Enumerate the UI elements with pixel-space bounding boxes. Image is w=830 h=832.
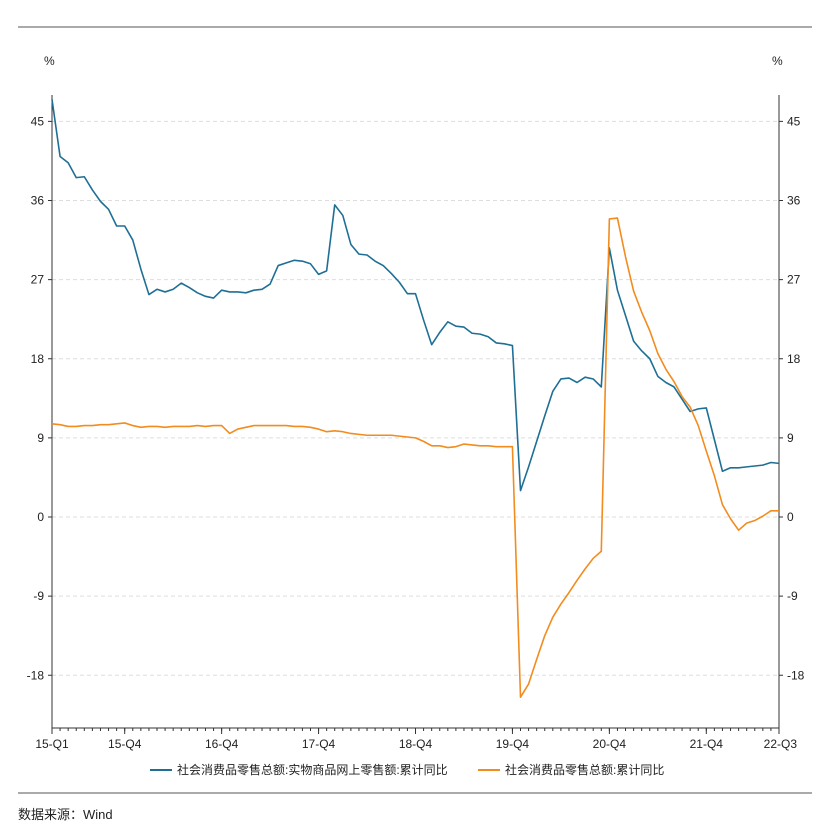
y-left-tick-label: 0 [37, 510, 44, 524]
legend-item-online-retail: 社会消费品零售总额:实物商品网上零售额:累计同比 [150, 762, 448, 777]
x-tick-label: 15-Q4 [108, 737, 142, 751]
x-tick-label: 21-Q4 [690, 737, 724, 751]
x-tick-label: 15-Q1 [35, 737, 69, 751]
gridlines [52, 120, 779, 676]
y-right-tick-label: 18 [787, 352, 801, 366]
legend-item-total-retail: 社会消费品零售总额:累计同比 [478, 762, 664, 777]
y-right-tick-label: 27 [787, 273, 801, 287]
legend-label-total-retail: 社会消费品零售总额:累计同比 [505, 762, 664, 777]
left-y-axis: -18 -9 0 9 18 27 36 45 [27, 114, 52, 682]
y-right-tick-label: 9 [787, 431, 794, 445]
y-right-tick-label: 0 [787, 510, 794, 524]
y-left-tick-label: 27 [31, 273, 45, 287]
y-left-tick-label: 36 [31, 194, 45, 208]
y-right-tick-label: 45 [787, 114, 801, 128]
x-tick-label: 19-Q4 [496, 737, 530, 751]
y-left-tick-label: -9 [33, 589, 44, 603]
y-left-tick-label: -18 [27, 668, 45, 682]
y-left-tick-label: 18 [31, 352, 45, 366]
x-tick-label: 17-Q4 [302, 737, 336, 751]
x-tick-label: 16-Q4 [205, 737, 239, 751]
y-right-tick-label: -9 [787, 589, 798, 603]
x-axis: 15-Q1 15-Q4 16-Q4 17-Q4 18-Q4 19-Q4 20-Q4 21-Q4… [35, 728, 797, 751]
y-left-tick-label: 9 [37, 431, 44, 445]
series-line-0 [51, 99, 780, 492]
source-note: 数据来源：Wind [18, 807, 113, 822]
x-tick-label: 20-Q4 [593, 737, 627, 751]
legend: 社会消费品零售总额:实物商品网上零售额:累计同比 社会消费品零售总额:累计同比 [150, 762, 664, 777]
right-y-axis: -18 -9 0 9 18 27 36 45 [779, 114, 805, 682]
right-unit-label: % [772, 54, 783, 68]
y-left-tick-label: 45 [31, 114, 45, 128]
series-lines [51, 99, 780, 699]
left-unit-label: % [44, 54, 55, 68]
x-tick-label: 22-Q3 [764, 737, 798, 751]
y-right-tick-label: -18 [787, 668, 805, 682]
x-tick-label: 18-Q4 [399, 737, 433, 751]
legend-label-online-retail: 社会消费品零售总额:实物商品网上零售额:累计同比 [177, 762, 448, 777]
series-line-1 [51, 217, 779, 699]
y-right-tick-label: 36 [787, 194, 801, 208]
